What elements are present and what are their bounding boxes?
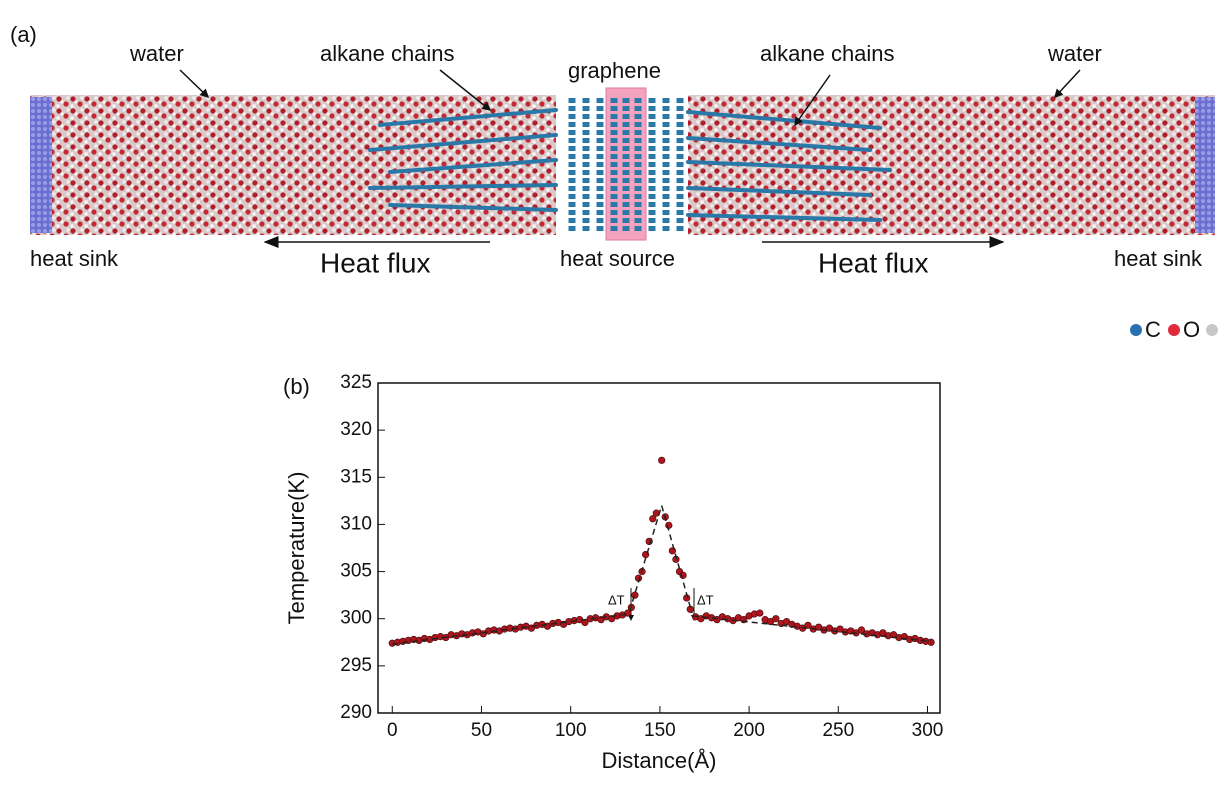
label-heat-sink: heat sink — [30, 246, 119, 271]
annotation: ΔT — [697, 592, 714, 607]
legend-label: O — [1183, 317, 1200, 342]
heat-sink-right — [1195, 97, 1215, 233]
y-tick-label: 290 — [340, 702, 372, 723]
fit-line — [660, 505, 693, 614]
legend-label: C — [1145, 317, 1161, 342]
data-point — [658, 456, 666, 464]
alkane-chains — [368, 108, 892, 222]
y-tick-label: 300 — [340, 608, 372, 629]
y-tick-label: 295 — [340, 655, 372, 676]
label-water: water — [1047, 41, 1102, 66]
heat-sink-left — [30, 97, 52, 233]
pointer-arrows — [179, 69, 1081, 248]
label-heat-sink: heat sink — [1114, 246, 1203, 271]
data-point — [649, 515, 657, 523]
annotation: ΔT — [608, 592, 625, 607]
data-point — [631, 591, 639, 599]
data-point — [804, 621, 812, 629]
x-axis-label: Distance(Å) — [602, 748, 717, 773]
panel-label: (a) — [10, 22, 37, 47]
y-tick-label: 305 — [340, 561, 372, 582]
legend-swatch — [1206, 324, 1218, 336]
x-tick-label: 0 — [387, 720, 398, 741]
label-heat-flux: Heat flux — [818, 247, 929, 278]
fit-line — [628, 505, 663, 612]
y-tick-label: 320 — [340, 419, 372, 440]
data-point — [668, 547, 676, 555]
panel-label: (b) — [283, 374, 310, 399]
delta-t-arrows — [628, 588, 697, 621]
y-tick-label: 325 — [340, 372, 372, 393]
graphene-layers — [568, 98, 684, 232]
label-heat-source: heat source — [560, 246, 675, 271]
x-tick-label: 200 — [733, 720, 765, 741]
y-tick-label: 310 — [340, 513, 372, 534]
data-point — [772, 615, 780, 623]
panel-a: (a) water alkane chains graphene alkane … — [10, 22, 1222, 342]
y-axis-label: Temperature(K) — [284, 472, 309, 625]
data-point — [927, 638, 935, 646]
plot-frame — [377, 382, 941, 714]
label-heat-flux: Heat flux — [320, 247, 431, 278]
x-tick-label: 100 — [555, 720, 587, 741]
legend: COH — [1130, 317, 1222, 342]
x-tick-label: 300 — [912, 720, 944, 741]
y-tick-label: 315 — [340, 466, 372, 487]
x-tick-label: 50 — [471, 720, 492, 741]
legend-swatch — [1168, 324, 1180, 336]
fit-line — [691, 615, 932, 643]
label-alkane: alkane chains — [320, 41, 455, 66]
x-tick-label: 150 — [644, 720, 676, 741]
label-alkane: alkane chains — [760, 41, 895, 66]
legend-swatch — [1130, 324, 1142, 336]
x-tick-label: 250 — [822, 720, 854, 741]
label-graphene: graphene — [568, 58, 661, 83]
panel-b: (b) Distance(Å) Temperature(K) ΔT ΔT 0 50… — [283, 372, 943, 773]
data-point — [756, 609, 764, 617]
label-water: water — [129, 41, 184, 66]
